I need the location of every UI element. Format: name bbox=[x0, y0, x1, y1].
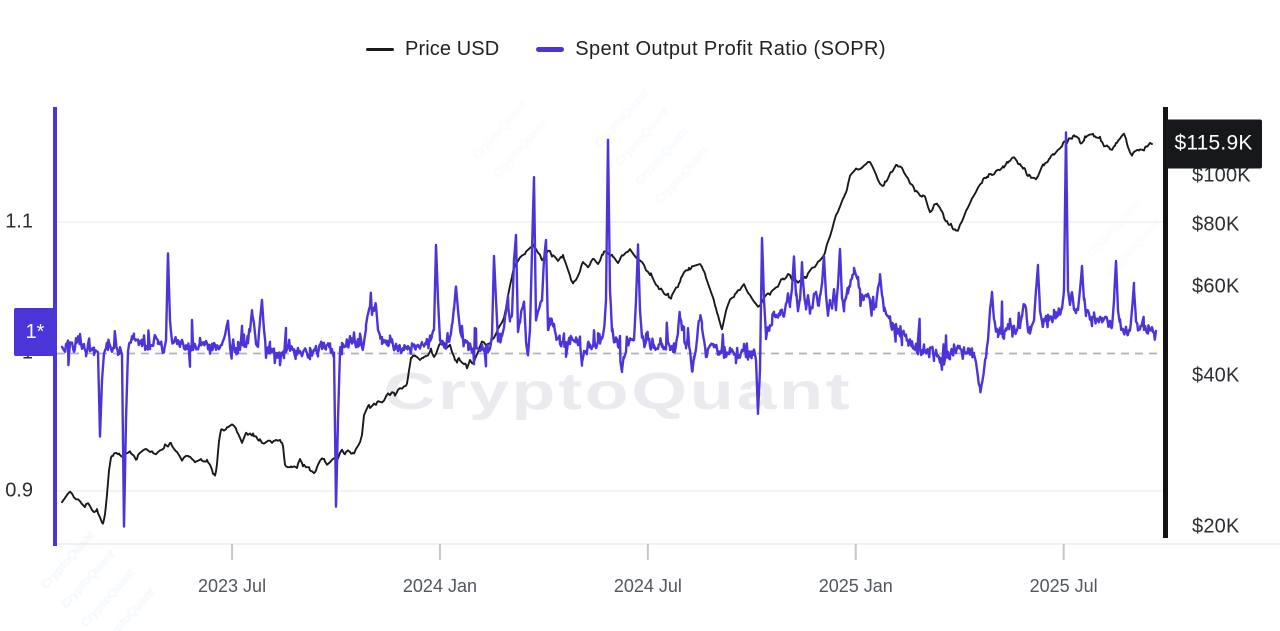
left-axis-label-1.1: 1.1 bbox=[5, 210, 33, 233]
right-axis-label-20K: $20K bbox=[1192, 515, 1240, 538]
right-axis-label-100K: $100K bbox=[1192, 164, 1251, 187]
price-line-marker-icon bbox=[366, 48, 394, 51]
x-axis-label-2025-Jan: 2025 Jan bbox=[818, 576, 893, 596]
right-axis-label-60K: $60K bbox=[1192, 275, 1240, 298]
left-axis-label-0.9: 0.9 bbox=[5, 479, 33, 502]
sopr-line-series[interactable] bbox=[60, 131, 1158, 528]
legend-item-price-usd[interactable]: Price USD bbox=[366, 38, 499, 61]
x-axis-label-2025-Jul: 2025 Jul bbox=[1029, 576, 1098, 596]
legend-item-sopr[interactable]: Spent Output Profit Ratio (SOPR) bbox=[536, 38, 886, 61]
x-axis-label-2024-Jul: 2024 Jul bbox=[613, 576, 682, 596]
sopr-line-marker-icon bbox=[536, 47, 565, 52]
legend-label-sopr: Spent Output Profit Ratio (SOPR) bbox=[575, 38, 886, 60]
price-current-value-badge: $115.9K bbox=[1165, 119, 1262, 169]
chart-legend: Price USD Spent Output Profit Ratio (SOP… bbox=[366, 38, 886, 61]
x-axis-label-2024-Jan: 2024 Jan bbox=[402, 576, 477, 596]
sopr-current-value-badge: 1* bbox=[14, 308, 56, 356]
legend-label-price-usd: Price USD bbox=[405, 38, 500, 60]
right-axis-label-40K: $40K bbox=[1192, 364, 1240, 387]
x-axis-label-2023-Jul: 2023 Jul bbox=[198, 576, 267, 596]
right-axis-label-80K: $80K bbox=[1192, 213, 1240, 236]
price-usd-line-series[interactable] bbox=[61, 132, 1153, 525]
watermark-text: CryptoQuant bbox=[383, 363, 853, 421]
